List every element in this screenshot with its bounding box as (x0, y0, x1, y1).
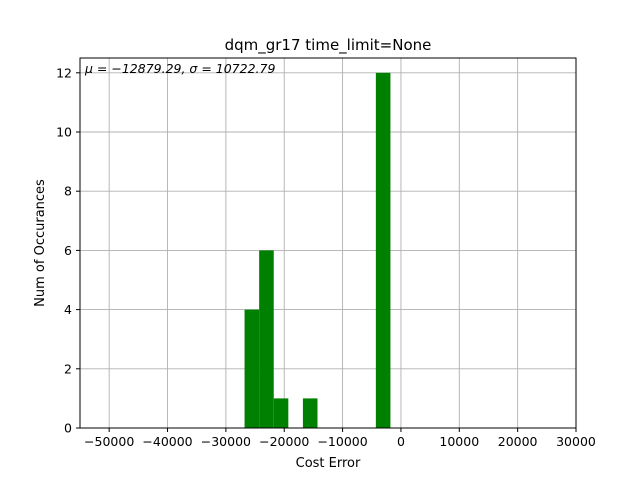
y-tick-label: 8 (64, 184, 72, 199)
axis-ticks: −50000 −40000 −30000 −20000 −10000 0 10000 2000… (56, 65, 596, 449)
x-tick-label: −50000 (84, 434, 134, 449)
x-tick-label: −30000 (201, 434, 251, 449)
plot-frame (79, 57, 577, 429)
x-tick-label: −40000 (142, 434, 192, 449)
x-tick-label: 0 (397, 434, 405, 449)
histogram-bar (273, 398, 289, 428)
x-tick-label: 30000 (556, 434, 596, 449)
histogram-bar (375, 72, 391, 429)
x-tick-label: 10000 (439, 434, 479, 449)
histogram-bar (259, 250, 274, 428)
y-tick-label: 4 (64, 302, 72, 317)
x-tick-label: 20000 (498, 434, 538, 449)
grid-lines (80, 58, 577, 429)
y-tick-label: 6 (64, 243, 72, 258)
y-axis-label: Num of Occurances (33, 179, 48, 307)
y-tick-label: 10 (56, 125, 72, 140)
y-tick-label: 12 (56, 65, 72, 80)
chart-title: dqm_gr17 time_limit=None (225, 36, 432, 55)
histogram-bar (244, 309, 260, 428)
stats-annotation: μ = −12879.29, σ = 10722.79 (84, 61, 275, 76)
x-tick-label: −20000 (259, 434, 309, 449)
y-tick-label: 0 (64, 421, 72, 436)
x-tick-label: −10000 (317, 434, 367, 449)
y-tick-label: 2 (64, 361, 72, 376)
x-axis-label: Cost Error (296, 456, 361, 471)
histogram-bar (302, 398, 318, 428)
histogram-bars (244, 72, 391, 429)
